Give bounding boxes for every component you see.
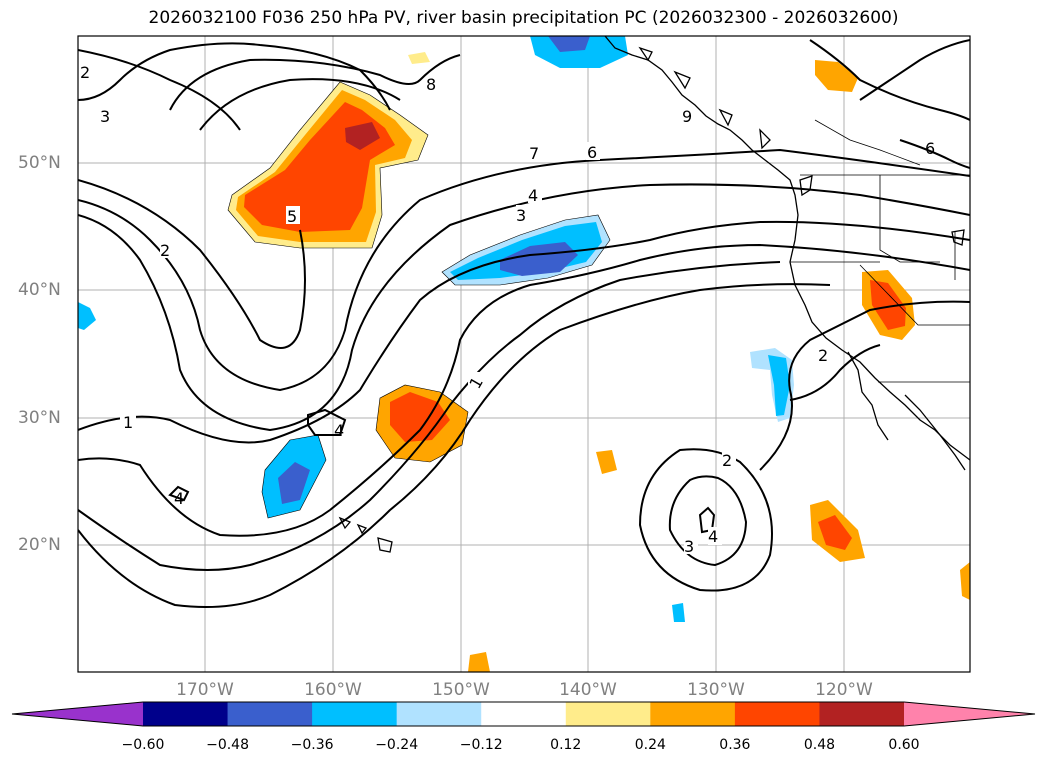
precip-negative-areas — [78, 36, 794, 622]
pv-contour-label: 4 — [334, 421, 344, 440]
colorbar-tick-label: −0.24 — [375, 737, 419, 753]
colorbar-tick-label: 0.12 — [550, 737, 582, 753]
map-frame — [77, 35, 971, 673]
colorbar-segment — [819, 702, 905, 726]
pv-contour-label: 7 — [529, 144, 539, 163]
pv-contour-label: 5 — [287, 207, 297, 226]
lon-label-160w: 160°W — [304, 680, 362, 700]
lat-label-40n: 40°N — [18, 280, 61, 300]
pv-contour-label-group: 1 1 2 2 2 2 3 3 3 4 4 4 4 5 6 6 — [80, 63, 935, 556]
pv-contour-label: 2 — [818, 346, 828, 365]
pv-contour-label: 4 — [174, 489, 184, 508]
colorbar-tick-label: −0.12 — [459, 737, 503, 753]
colorbar-segment — [143, 702, 229, 726]
colorbar-tick-label: 0.48 — [803, 737, 836, 753]
pv-contour-label: 3 — [684, 537, 694, 556]
colorbar-tick-label: −0.36 — [290, 737, 334, 753]
lon-label-150w: 150°W — [432, 680, 490, 700]
colorbar-segment — [312, 702, 398, 726]
colorbar-segment — [734, 702, 820, 726]
pv-contour-label: 2 — [160, 241, 170, 260]
colorbar-tick-label: 0.60 — [888, 737, 920, 753]
colorbar-tick-label: 0.36 — [719, 737, 751, 753]
coastlines — [338, 36, 970, 553]
lat-label-50n: 50°N — [18, 153, 61, 173]
colorbar-tick-label: 0.24 — [634, 737, 666, 753]
colorbar — [11, 701, 1036, 727]
pv-contour-label: 8 — [426, 75, 436, 94]
lat-label-20n: 20°N — [18, 535, 61, 555]
pv-contour-label: 4 — [708, 527, 718, 546]
pv-contour-label: 3 — [516, 206, 526, 225]
pv-contours — [78, 39, 970, 609]
pv-contour-label: 6 — [587, 143, 597, 162]
pv-contour-label: 2 — [80, 63, 90, 82]
map-title: 2026032100 F036 250 hPa PV, river basin … — [148, 8, 899, 28]
colorbar-outline — [11, 701, 1036, 727]
colorbar-segment — [396, 702, 482, 726]
colorbar-extend-max — [904, 702, 1035, 726]
map-panel: 1 1 2 2 2 2 3 3 3 4 4 4 4 5 6 6 — [77, 35, 971, 673]
lon-label-130w: 130°W — [687, 680, 745, 700]
lon-label-170w: 170°W — [176, 680, 234, 700]
pv-contour-label: 4 — [528, 186, 538, 205]
lon-label-140w: 140°W — [559, 680, 617, 700]
pv-contour-label: 1 — [123, 413, 133, 432]
colorbar-segment — [565, 702, 651, 726]
colorbar-tick-label: −0.48 — [206, 737, 249, 753]
pv-contour-label: 2 — [722, 451, 732, 470]
pv-contour-label: 9 — [682, 107, 692, 126]
colorbar-segment — [650, 702, 736, 726]
pv-contour-label: 3 — [100, 107, 110, 126]
pv-contour-label: 6 — [925, 139, 935, 158]
colorbar-segment — [227, 702, 313, 726]
lat-label-30n: 30°N — [18, 408, 61, 428]
colorbar-tick-label: −0.60 — [121, 737, 165, 753]
colorbar-extend-min — [12, 702, 143, 726]
colorbar-segment — [481, 702, 567, 726]
lon-label-120w: 120°W — [815, 680, 873, 700]
precip-positive-areas — [228, 52, 970, 672]
